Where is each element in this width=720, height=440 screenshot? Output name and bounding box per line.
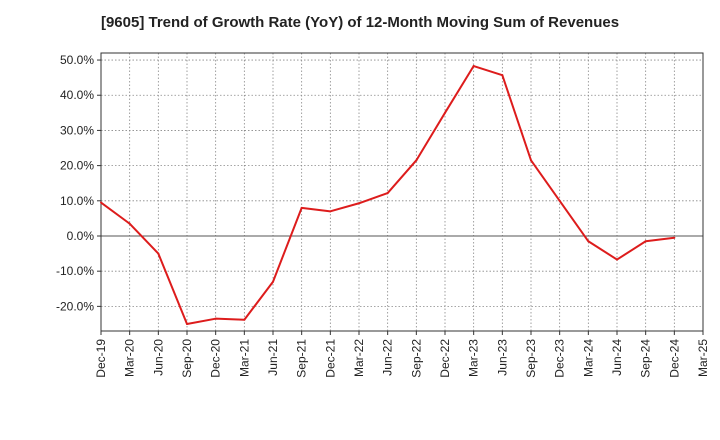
data-point: [386, 192, 389, 195]
x-tick-label: Dec-19: [94, 339, 108, 378]
x-tick-label: Jun-20: [151, 339, 165, 376]
y-tick-label: -20.0%: [56, 299, 94, 313]
data-point: [329, 210, 332, 213]
data-point: [186, 322, 188, 325]
data-point: [616, 258, 618, 261]
x-tick-label: Jun-24: [610, 339, 624, 376]
y-tick-label: 20.0%: [60, 159, 94, 173]
grid-lines: [101, 53, 703, 331]
data-point: [558, 199, 561, 202]
data-point: [415, 159, 418, 162]
x-tick-label: Mar-24: [581, 339, 595, 377]
data-point: [243, 318, 246, 321]
x-tick-label: Mar-25: [696, 339, 710, 377]
x-tick-label: Dec-23: [553, 339, 567, 378]
x-tick-label: Sep-24: [639, 339, 653, 378]
data-point: [214, 317, 217, 320]
axes: [97, 52, 704, 335]
x-tick-label: Sep-20: [180, 339, 194, 378]
chart-title: [9605] Trend of Growth Rate (YoY) of 12-…: [100, 14, 620, 31]
plot-frame: [100, 52, 704, 332]
x-tick-label: Dec-20: [209, 339, 223, 378]
y-tick-label: 50.0%: [60, 53, 94, 67]
data-point: [358, 202, 360, 205]
x-tick-label: Mar-20: [123, 339, 137, 377]
y-tick-label: 30.0%: [60, 123, 94, 137]
data-point: [530, 159, 532, 162]
series-layer: [100, 65, 676, 325]
x-tick-label: Sep-22: [409, 339, 423, 378]
data-point: [100, 201, 102, 204]
data-point: [272, 280, 274, 283]
data-point: [300, 206, 303, 209]
x-tick-label: Dec-21: [323, 339, 337, 378]
data-point: [587, 240, 590, 243]
x-tick-label: Jun-23: [495, 339, 509, 376]
y-tick-label: 40.0%: [60, 88, 94, 102]
tick-labels: 50.0% 40.0% 30.0% 20.0% 10.0% 0.0% -10.0% -20.0…: [56, 53, 710, 378]
x-tick-label: Jun-22: [381, 339, 395, 376]
data-point: [444, 111, 446, 114]
data-point: [472, 65, 475, 68]
x-tick-label: Sep-21: [295, 339, 309, 378]
data-point: [501, 74, 504, 77]
data-point: [157, 252, 160, 255]
data-point: [644, 240, 647, 243]
x-tick-label: Dec-24: [667, 339, 681, 378]
y-tick-label: 0.0%: [67, 229, 95, 243]
x-tick-label: Dec-22: [438, 339, 452, 378]
x-tick-label: Mar-22: [352, 339, 366, 377]
x-tick-label: Sep-23: [524, 339, 538, 378]
x-tick-label: Mar-21: [237, 339, 251, 377]
data-point: [128, 222, 131, 225]
data-point: [673, 236, 676, 239]
y-tick-label: -10.0%: [56, 264, 94, 278]
y-tick-label: 10.0%: [60, 194, 94, 208]
x-tick-label: Jun-21: [266, 339, 280, 376]
x-tick-label: Mar-23: [467, 339, 481, 377]
